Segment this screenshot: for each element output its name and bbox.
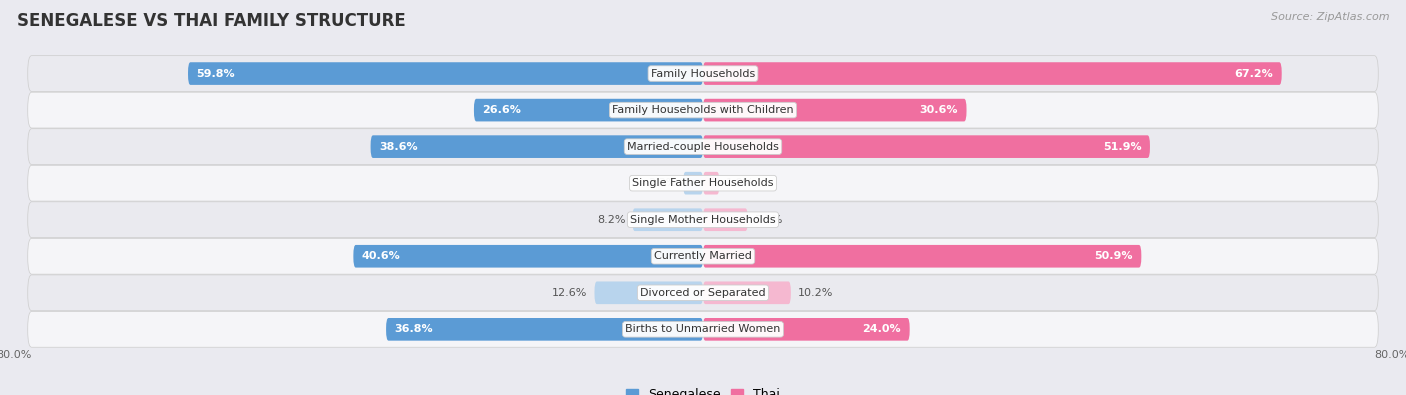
FancyBboxPatch shape bbox=[28, 165, 1378, 201]
Text: 26.6%: 26.6% bbox=[482, 105, 522, 115]
Text: Currently Married: Currently Married bbox=[654, 251, 752, 261]
FancyBboxPatch shape bbox=[703, 99, 966, 121]
FancyBboxPatch shape bbox=[188, 62, 703, 85]
Text: Divorced or Separated: Divorced or Separated bbox=[640, 288, 766, 298]
FancyBboxPatch shape bbox=[703, 318, 910, 340]
FancyBboxPatch shape bbox=[28, 202, 1378, 238]
Text: 67.2%: 67.2% bbox=[1234, 69, 1272, 79]
Text: 40.6%: 40.6% bbox=[361, 251, 401, 261]
Text: Family Households with Children: Family Households with Children bbox=[612, 105, 794, 115]
Text: 50.9%: 50.9% bbox=[1094, 251, 1133, 261]
Text: 36.8%: 36.8% bbox=[395, 324, 433, 334]
Text: 10.2%: 10.2% bbox=[797, 288, 834, 298]
Text: Source: ZipAtlas.com: Source: ZipAtlas.com bbox=[1271, 12, 1389, 22]
Text: Family Households: Family Households bbox=[651, 69, 755, 79]
FancyBboxPatch shape bbox=[28, 238, 1378, 274]
Text: Single Mother Households: Single Mother Households bbox=[630, 215, 776, 225]
FancyBboxPatch shape bbox=[353, 245, 703, 267]
FancyBboxPatch shape bbox=[474, 99, 703, 121]
Text: 38.6%: 38.6% bbox=[380, 142, 418, 152]
FancyBboxPatch shape bbox=[371, 135, 703, 158]
FancyBboxPatch shape bbox=[633, 209, 703, 231]
Text: 1.9%: 1.9% bbox=[727, 178, 755, 188]
Legend: Senegalese, Thai: Senegalese, Thai bbox=[621, 383, 785, 395]
FancyBboxPatch shape bbox=[703, 245, 1142, 267]
Text: 59.8%: 59.8% bbox=[197, 69, 235, 79]
Text: 51.9%: 51.9% bbox=[1102, 142, 1142, 152]
FancyBboxPatch shape bbox=[683, 172, 703, 194]
FancyBboxPatch shape bbox=[28, 92, 1378, 128]
Text: 8.2%: 8.2% bbox=[598, 215, 626, 225]
FancyBboxPatch shape bbox=[703, 282, 790, 304]
Text: 5.2%: 5.2% bbox=[755, 215, 783, 225]
Text: 24.0%: 24.0% bbox=[862, 324, 901, 334]
Text: 12.6%: 12.6% bbox=[553, 288, 588, 298]
FancyBboxPatch shape bbox=[703, 172, 720, 194]
FancyBboxPatch shape bbox=[28, 275, 1378, 311]
FancyBboxPatch shape bbox=[28, 56, 1378, 92]
FancyBboxPatch shape bbox=[703, 135, 1150, 158]
Text: 30.6%: 30.6% bbox=[920, 105, 957, 115]
Text: Single Father Households: Single Father Households bbox=[633, 178, 773, 188]
FancyBboxPatch shape bbox=[703, 62, 1282, 85]
FancyBboxPatch shape bbox=[595, 282, 703, 304]
FancyBboxPatch shape bbox=[28, 129, 1378, 165]
FancyBboxPatch shape bbox=[703, 209, 748, 231]
Text: SENEGALESE VS THAI FAMILY STRUCTURE: SENEGALESE VS THAI FAMILY STRUCTURE bbox=[17, 12, 405, 30]
Text: Births to Unmarried Women: Births to Unmarried Women bbox=[626, 324, 780, 334]
FancyBboxPatch shape bbox=[387, 318, 703, 340]
Text: Married-couple Households: Married-couple Households bbox=[627, 142, 779, 152]
Text: 2.3%: 2.3% bbox=[648, 178, 676, 188]
FancyBboxPatch shape bbox=[28, 311, 1378, 347]
